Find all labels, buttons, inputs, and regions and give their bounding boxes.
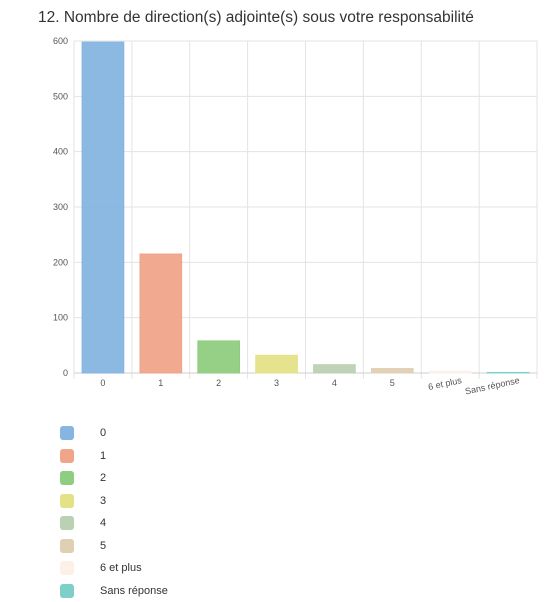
legend-label: 5 (100, 540, 106, 552)
legend-label: 6 et plus (100, 562, 142, 574)
legend-item[interactable]: Sans réponse (60, 580, 168, 602)
legend-label: 3 (100, 495, 106, 507)
x-tick-label: 6 et plus (427, 375, 463, 392)
x-tick-label: 4 (332, 378, 337, 388)
bar-6-et-plus (429, 371, 471, 373)
x-tick-label: 1 (158, 378, 163, 388)
bar-5 (371, 369, 413, 373)
y-tick-label: 300 (53, 202, 68, 212)
legend: 0 1 2 3 4 5 6 et plus Sans réponse (60, 422, 168, 602)
x-tick-label: 5 (390, 378, 395, 388)
bar-0 (82, 42, 124, 373)
legend-swatch (60, 539, 74, 553)
bar-1 (140, 254, 182, 373)
y-tick-label: 600 (53, 36, 68, 46)
legend-item[interactable]: 5 (60, 535, 168, 558)
legend-item[interactable]: 6 et plus (60, 557, 168, 580)
bar-2 (198, 341, 240, 373)
x-tick-label: 2 (216, 378, 221, 388)
bar-4 (314, 365, 356, 373)
bar-3 (256, 355, 298, 373)
legend-item[interactable]: 3 (60, 490, 168, 513)
legend-swatch (60, 471, 74, 485)
x-tick-label: 0 (100, 378, 105, 388)
legend-swatch (60, 584, 74, 598)
legend-swatch (60, 561, 74, 575)
x-tick-label: Sans réponse (464, 375, 520, 396)
legend-label: 4 (100, 517, 106, 529)
legend-label: Sans réponse (100, 585, 168, 597)
legend-swatch (60, 494, 74, 508)
y-tick-label: 100 (53, 313, 68, 323)
bar-sans-réponse (487, 372, 529, 373)
legend-item[interactable]: 2 (60, 467, 168, 490)
y-tick-label: 0 (63, 368, 68, 378)
legend-item[interactable]: 0 (60, 422, 168, 445)
legend-label: 2 (100, 472, 106, 484)
legend-swatch (60, 449, 74, 463)
legend-item[interactable]: 4 (60, 512, 168, 535)
y-tick-label: 200 (53, 257, 68, 267)
legend-swatch (60, 516, 74, 530)
legend-item[interactable]: 1 (60, 445, 168, 468)
legend-swatch (60, 426, 74, 440)
legend-label: 1 (100, 450, 106, 462)
y-tick-label: 500 (53, 91, 68, 101)
legend-label: 0 (100, 427, 106, 439)
x-tick-label: 3 (274, 378, 279, 388)
y-tick-label: 400 (53, 147, 68, 157)
